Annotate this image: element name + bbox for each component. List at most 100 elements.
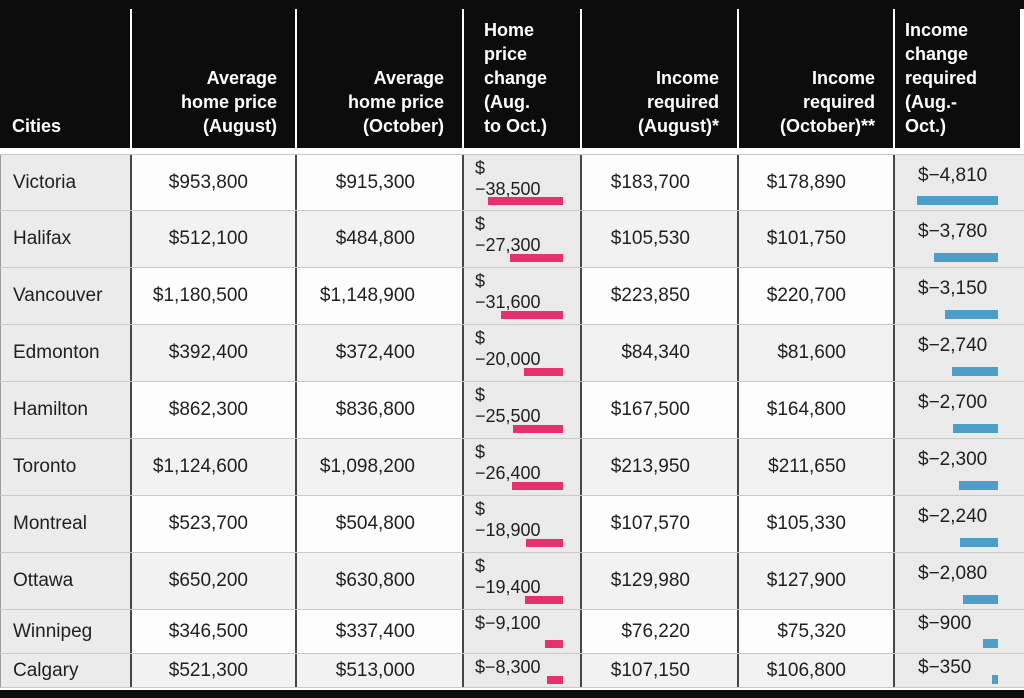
income-oct-cell: $127,900 [737,553,893,609]
price-change-bar [545,640,563,648]
aug-price-cell: $1,180,500 [130,268,295,324]
income-oct-cell: $81,600 [737,325,893,381]
aug-price-cell: $1,124,600 [130,439,295,495]
income-change-cell: $−2,300 [893,439,1024,495]
table-row: Calgary $521,300 $513,000 $−8,300 $107,150 $1… [0,654,1024,688]
income-change-bar [953,424,998,433]
bottom-divider [0,688,1024,690]
city-cell: Hamilton [0,382,130,438]
column-header-income-oct: Income required (October)** [737,0,893,148]
oct-price-cell: $1,148,900 [295,268,462,324]
column-header-oct-price: Average home price (October) [295,0,462,148]
income-change-cell: $−2,080 [893,553,1024,609]
table-row: Victoria $953,800 $915,300 $ −38,500 $183,70… [0,154,1024,211]
income-change-bar [945,310,998,319]
income-aug-cell: $107,150 [580,654,737,687]
city-cell: Ottawa [0,553,130,609]
table-header-row: Cities Average home price (August) Avera… [0,0,1024,148]
aug-price-cell: $392,400 [130,325,295,381]
aug-price-cell: $523,700 [130,496,295,552]
table-row: Toronto $1,124,600 $1,098,200 $ −26,400 $213… [0,439,1024,496]
price-change-cell: $ −25,500 [462,382,580,438]
table-row: Vancouver $1,180,500 $1,148,900 $ −31,600 $2… [0,268,1024,325]
income-oct-cell: $75,320 [737,610,893,653]
price-change-bar [512,482,563,490]
income-change-bar [960,538,998,547]
income-oct-cell: $106,800 [737,654,893,687]
income-change-cell: $−3,150 [893,268,1024,324]
income-oct-cell: $211,650 [737,439,893,495]
oct-price-cell: $484,800 [295,211,462,267]
aug-price-cell: $521,300 [130,654,295,687]
income-aug-cell: $107,570 [580,496,737,552]
city-cell: Vancouver [0,268,130,324]
price-change-cell: $ −31,600 [462,268,580,324]
price-change-bar [488,197,563,205]
aug-price-cell: $512,100 [130,211,295,267]
aug-price-cell: $862,300 [130,382,295,438]
city-cell: Toronto [0,439,130,495]
income-oct-cell: $101,750 [737,211,893,267]
oct-price-cell: $915,300 [295,155,462,210]
income-oct-cell: $164,800 [737,382,893,438]
oct-price-cell: $513,000 [295,654,462,687]
aug-price-cell: $953,800 [130,155,295,210]
oct-price-cell: $372,400 [295,325,462,381]
income-oct-cell: $105,330 [737,496,893,552]
price-change-bar [525,596,563,604]
column-header-cities: Cities [0,0,130,148]
income-aug-cell: $223,850 [580,268,737,324]
income-oct-cell: $178,890 [737,155,893,210]
income-aug-cell: $105,530 [580,211,737,267]
price-change-bar [547,676,563,684]
income-change-bar [959,481,998,490]
table-body: Victoria $953,800 $915,300 $ −38,500 $183,70… [0,154,1024,688]
price-change-cell: $−9,100 [462,610,580,653]
oct-price-cell: $630,800 [295,553,462,609]
header-divider [0,148,1024,154]
column-header-income-aug: Income required (August)* [580,0,737,148]
price-change-bar [524,368,563,376]
oct-price-cell: $836,800 [295,382,462,438]
price-change-cell: $ −19,400 [462,553,580,609]
table-row: Hamilton $862,300 $836,800 $ −25,500 $167,50… [0,382,1024,439]
price-change-cell: $ −26,400 [462,439,580,495]
income-aug-cell: $213,950 [580,439,737,495]
income-change-cell: $−2,740 [893,325,1024,381]
income-change-cell: $−4,810 [893,155,1024,210]
aug-price-cell: $650,200 [130,553,295,609]
income-change-cell: $−3,780 [893,211,1024,267]
table-row: Montreal $523,700 $504,800 $ −18,900 $107,57… [0,496,1024,553]
table-row: Winnipeg $346,500 $337,400 $−9,100 $76,220 $7… [0,610,1024,654]
city-cell: Edmonton [0,325,130,381]
table-row: Halifax $512,100 $484,800 $ −27,300 $105,530… [0,211,1024,268]
income-change-bar [952,367,998,376]
income-change-bar [917,196,998,205]
price-change-cell: $−8,300 [462,654,580,687]
oct-price-cell: $504,800 [295,496,462,552]
city-cell: Winnipeg [0,610,130,653]
oct-price-cell: $337,400 [295,610,462,653]
price-change-bar [501,311,563,319]
city-cell: Calgary [0,654,130,687]
oct-price-cell: $1,098,200 [295,439,462,495]
income-change-bar [992,675,998,684]
column-header-income-change: Income change required (Aug.- Oct.) [893,0,1024,148]
income-change-cell: $−350 [893,654,1024,687]
aug-price-cell: $346,500 [130,610,295,653]
income-change-bar [983,639,998,648]
income-oct-cell: $220,700 [737,268,893,324]
income-aug-cell: $183,700 [580,155,737,210]
column-header-price-change: Home price change (Aug. to Oct.) [462,0,580,148]
price-change-bar [526,539,563,547]
income-aug-cell: $76,220 [580,610,737,653]
table-row: Edmonton $392,400 $372,400 $ −20,000 $84,340… [0,325,1024,382]
price-change-bar [510,254,563,262]
price-change-cell: $ −27,300 [462,211,580,267]
city-cell: Victoria [0,155,130,210]
price-change-bar [513,425,563,433]
price-change-cell: $ −18,900 [462,496,580,552]
city-cell: Montreal [0,496,130,552]
income-change-bar [963,595,998,604]
